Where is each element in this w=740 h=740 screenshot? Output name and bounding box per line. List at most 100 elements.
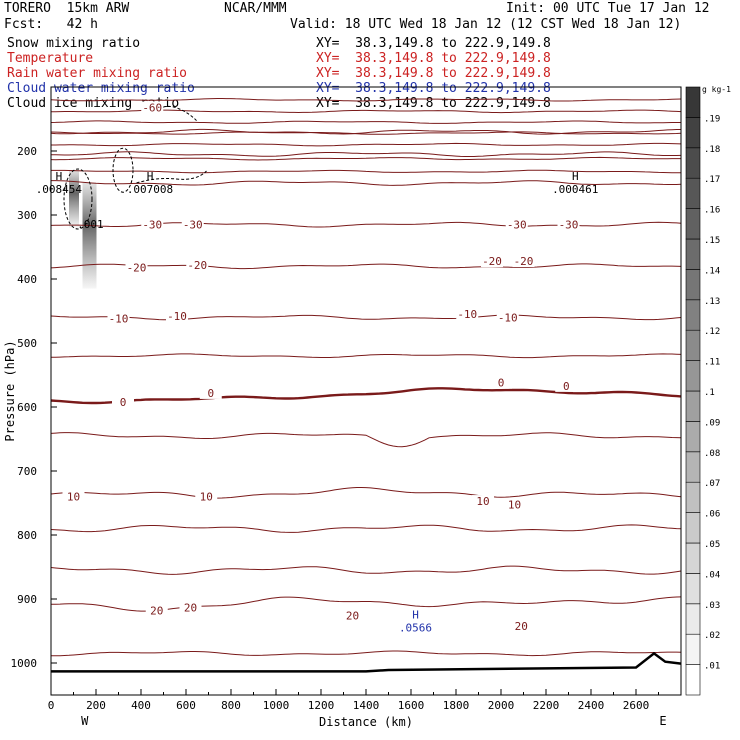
contour-label-18: 10 bbox=[200, 491, 213, 504]
colorbar-cell-11 bbox=[686, 330, 700, 360]
x-tick-label-1: 200 bbox=[86, 699, 106, 712]
x-tick-label-4: 800 bbox=[221, 699, 241, 712]
contour-label-8: -20 bbox=[514, 255, 534, 268]
contour-label-4: -30 bbox=[559, 219, 579, 232]
y-tick-label-0: 200 bbox=[17, 145, 37, 158]
colorbar-cell-6 bbox=[686, 482, 700, 512]
x-axis-label: Distance (km) bbox=[319, 715, 413, 729]
contour-label-22: 20 bbox=[184, 601, 197, 614]
x-end-label-west: W bbox=[81, 714, 89, 728]
isotherm-lower-4 bbox=[51, 651, 681, 656]
colorbar-tick-7: .08 bbox=[704, 449, 720, 459]
colorbar-tick-4: .05 bbox=[704, 540, 720, 550]
plot-frame bbox=[51, 87, 681, 695]
isotherm--50 bbox=[51, 152, 681, 157]
colorbar-cell-15 bbox=[686, 209, 700, 239]
isotherm-0 bbox=[51, 388, 681, 403]
x-tick-label-10: 2000 bbox=[488, 699, 515, 712]
colorbar-tick-18: .19 bbox=[704, 114, 720, 124]
colorbar-cell-4 bbox=[686, 543, 700, 573]
colorbar-cell-10 bbox=[686, 361, 700, 391]
x-tick-label-13: 2600 bbox=[623, 699, 650, 712]
colorbar-tick-9: .1 bbox=[704, 388, 715, 398]
contour-label-3: -30 bbox=[507, 219, 527, 232]
contour-label-12: -10 bbox=[498, 311, 518, 324]
y-tick-label-8: 1000 bbox=[11, 657, 38, 670]
colorbar-cell-7 bbox=[686, 452, 700, 482]
y-axis-label: Pressure (hPa) bbox=[3, 340, 17, 441]
x-tick-label-8: 1600 bbox=[398, 699, 425, 712]
y-tick-label-6: 800 bbox=[17, 529, 37, 542]
y-tick-label-1: 300 bbox=[17, 209, 37, 222]
colorbar-cell-17 bbox=[686, 148, 700, 178]
contour-label-17: 10 bbox=[67, 491, 80, 504]
y-tick-label-2: 400 bbox=[17, 273, 37, 286]
colorbar-tick-17: .18 bbox=[704, 145, 720, 155]
ice-shading-2 bbox=[83, 183, 97, 289]
contour-label-5: -20 bbox=[127, 261, 147, 274]
extremum-value-2: .000461 bbox=[552, 183, 598, 196]
extremum-value-0: .008454 bbox=[36, 183, 83, 196]
x-tick-label-12: 2400 bbox=[578, 699, 605, 712]
colorbar-tick-2: .03 bbox=[704, 601, 720, 611]
colorbar-cell-9 bbox=[686, 391, 700, 421]
colorbar-tick-1: .02 bbox=[704, 631, 720, 641]
contour-label-7: -20 bbox=[482, 255, 502, 268]
isotherm-10 bbox=[51, 488, 681, 499]
contour-label-11: -10 bbox=[457, 308, 477, 321]
contour-label-19: 10 bbox=[476, 495, 489, 508]
colorbar-tick-5: .06 bbox=[704, 510, 720, 520]
contour-label-6: -20 bbox=[187, 259, 207, 272]
x-tick-label-9: 1800 bbox=[443, 699, 470, 712]
colorbar-tick-10: .11 bbox=[704, 358, 720, 368]
isotherm--10 bbox=[51, 315, 681, 320]
colorbar-cell-0 bbox=[686, 665, 700, 695]
contour-label-0: -60 bbox=[142, 101, 162, 114]
isotherm-lower-2 bbox=[51, 525, 681, 533]
colorbar-cell-12 bbox=[686, 300, 700, 330]
extremum-marker-0: H bbox=[56, 170, 63, 183]
colorbar-tick-6: .07 bbox=[704, 479, 720, 489]
extremum-value-3: .0566 bbox=[399, 622, 432, 635]
annotation-0: .001 bbox=[77, 218, 104, 231]
isotherm-lower-0 bbox=[51, 354, 681, 358]
colorbar-cell-13 bbox=[686, 269, 700, 299]
y-tick-label-5: 700 bbox=[17, 465, 37, 478]
x-tick-label-2: 400 bbox=[131, 699, 151, 712]
contour-label-2: -30 bbox=[183, 219, 203, 232]
colorbar-cell-2 bbox=[686, 604, 700, 634]
colorbar-cell-16 bbox=[686, 178, 700, 208]
colorbar-cell-19 bbox=[686, 87, 700, 117]
extremum-marker-3: H bbox=[412, 609, 419, 622]
contour-label-9: -10 bbox=[109, 313, 129, 326]
contour-label-13: 0 bbox=[120, 396, 127, 409]
colorbar-cell-14 bbox=[686, 239, 700, 269]
colorbar-tick-16: .17 bbox=[704, 175, 720, 185]
x-tick-label-7: 1400 bbox=[353, 699, 380, 712]
contour-label-23: 20 bbox=[346, 610, 359, 623]
isotherm-upper-6 bbox=[51, 170, 681, 173]
colorbar-tick-8: .09 bbox=[704, 418, 720, 428]
isotherm-upper-4 bbox=[51, 143, 681, 146]
colorbar-tick-12: .13 bbox=[704, 297, 720, 307]
colorbar-cell-18 bbox=[686, 117, 700, 147]
colorbar-cell-5 bbox=[686, 513, 700, 543]
contour-label-1: -30 bbox=[142, 219, 162, 232]
x-tick-label-0: 0 bbox=[48, 699, 55, 712]
isotherm-upper-2 bbox=[51, 121, 681, 124]
contour-label-24: 20 bbox=[515, 620, 528, 633]
colorbar-tick-3: .04 bbox=[704, 570, 720, 580]
colorbar-cell-1 bbox=[686, 634, 700, 664]
extremum-marker-2: H bbox=[572, 170, 579, 183]
extremum-value-1: .007008 bbox=[127, 183, 173, 196]
y-tick-label-3: 500 bbox=[17, 337, 37, 350]
cross-section-chart: -60-30 -30 -30 -30-20 -20 -20 -20-10 -10 -10 -100… bbox=[0, 0, 740, 740]
isotherm-upper-5 bbox=[51, 157, 681, 160]
colorbar-tick-11: .12 bbox=[704, 327, 720, 337]
x-tick-label-11: 2200 bbox=[533, 699, 560, 712]
colorbar-cell-3 bbox=[686, 573, 700, 603]
extremum-marker-1: H bbox=[147, 170, 154, 183]
y-tick-label-7: 900 bbox=[17, 593, 37, 606]
contour-label-14: 0 bbox=[207, 387, 214, 400]
colorbar-tick-15: .16 bbox=[704, 206, 720, 216]
